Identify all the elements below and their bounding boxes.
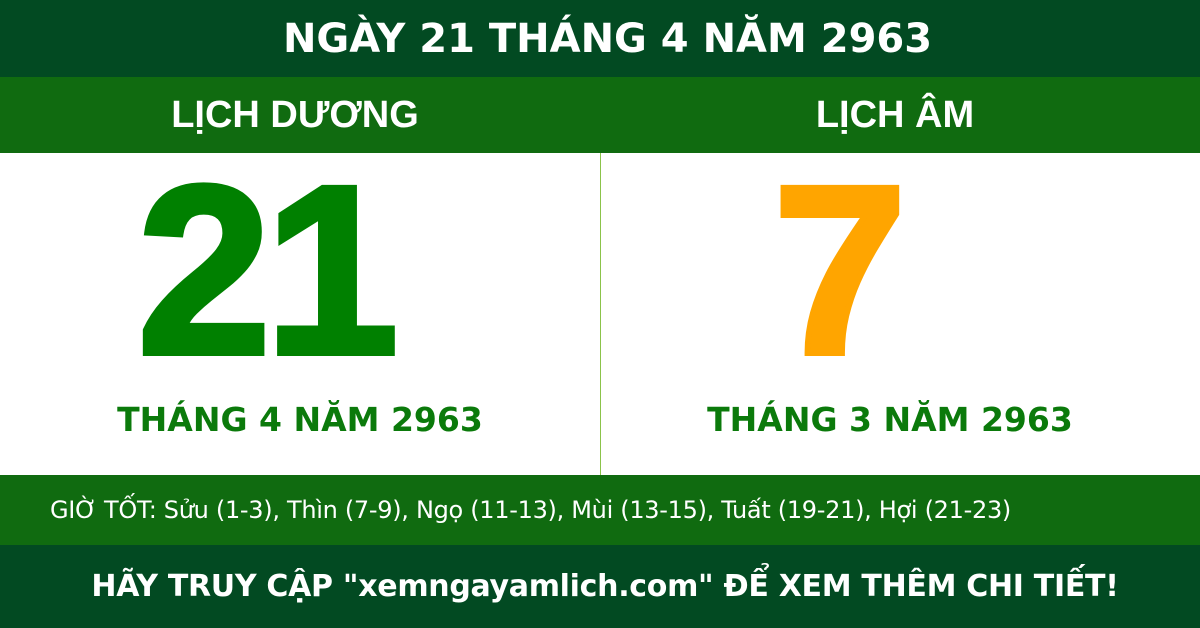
footer-cta: HÃY TRUY CẬP "xemngayamlich.com" ĐỂ XEM … [0,545,1200,628]
lunar-day: 7 [770,136,909,404]
lunar-month-year: THÁNG 3 NĂM 2963 [707,400,1073,439]
divider [600,153,601,475]
solar-heading: LỊCH DƯƠNG [171,93,419,136]
good-hours: GIỜ TỐT: Sửu (1-3), Thìn (7-9), Ngọ (11-… [0,475,1200,545]
lunar-heading: LỊCH ÂM [815,93,975,136]
calendar-header: LỊCH DƯƠNG LỊCH ÂM [0,77,1200,153]
solar-month-year: THÁNG 4 NĂM 2963 [117,400,483,439]
page-title: NGÀY 21 THÁNG 4 NĂM 2963 [0,0,1200,77]
solar-day: 21 [135,136,402,404]
